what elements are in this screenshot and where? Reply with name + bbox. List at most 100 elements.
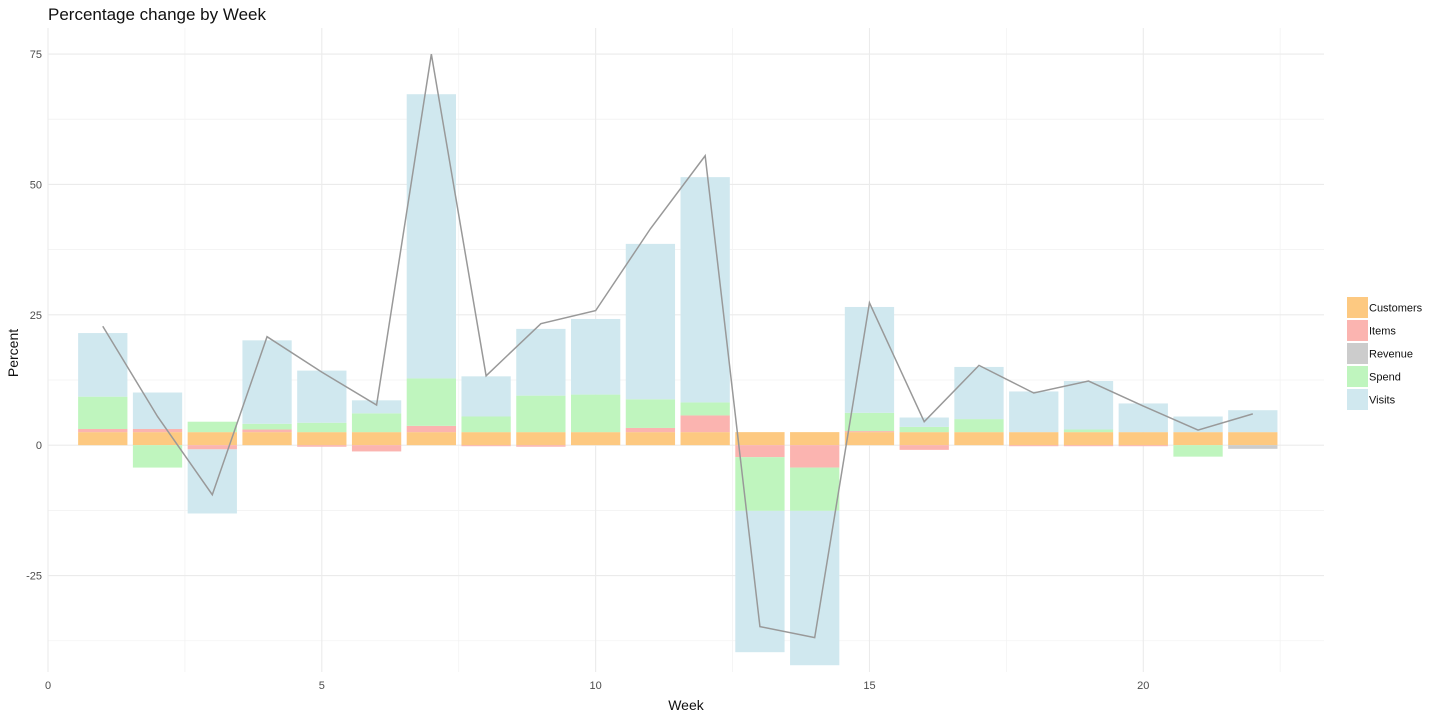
legend-label-customers: Customers bbox=[1369, 303, 1423, 315]
bar-items-week-3 bbox=[187, 445, 237, 450]
bar-customers-week-5 bbox=[297, 432, 347, 446]
bar-items-week-4 bbox=[242, 429, 292, 433]
bar-customers-week-15 bbox=[844, 432, 895, 446]
bar-items-week-7 bbox=[406, 425, 456, 433]
bar-customers-week-3 bbox=[187, 432, 237, 446]
bar-visits-week-2 bbox=[132, 392, 183, 430]
y-axis-title: Percent bbox=[5, 329, 21, 377]
legend-label-revenue: Revenue bbox=[1369, 349, 1413, 361]
bar-visits-week-12 bbox=[680, 177, 730, 403]
bar-visits-week-17 bbox=[954, 366, 1004, 420]
bar-customers-week-8 bbox=[461, 432, 511, 446]
bar-customers-week-20 bbox=[1118, 432, 1168, 446]
bar-customers-week-19 bbox=[1063, 432, 1114, 446]
bar-spend-week-7 bbox=[406, 378, 456, 426]
legend-label-items: Items bbox=[1369, 326, 1396, 338]
bar-spend-week-4 bbox=[242, 423, 292, 430]
bar-customers-week-21 bbox=[1173, 432, 1223, 446]
bar-visits-week-6 bbox=[351, 400, 402, 414]
bar-spend-week-9 bbox=[516, 395, 566, 433]
bar-visits-week-21 bbox=[1173, 416, 1223, 433]
bar-visits-week-7 bbox=[406, 94, 456, 379]
bar-items-week-19 bbox=[1063, 445, 1114, 447]
bar-items-week-1 bbox=[78, 429, 128, 433]
bar-customers-week-16 bbox=[899, 432, 949, 446]
bar-spend-week-10 bbox=[570, 394, 621, 433]
bar-visits-week-11 bbox=[625, 243, 676, 400]
x-tick-label: 0 bbox=[45, 680, 51, 692]
bar-spend-week-21 bbox=[1173, 445, 1223, 457]
bar-customers-week-17 bbox=[954, 432, 1004, 446]
bar-items-week-16 bbox=[899, 445, 949, 450]
legend: Customers Items Revenue Spend Visits bbox=[1347, 297, 1423, 410]
bar-items-week-13 bbox=[735, 445, 785, 458]
legend-key-revenue bbox=[1347, 343, 1368, 364]
line-series bbox=[102, 53, 1254, 639]
legend-key-customers bbox=[1347, 297, 1368, 318]
bar-spend-week-5 bbox=[297, 422, 347, 433]
bar-items-week-11 bbox=[625, 427, 676, 433]
bar-spend-week-12 bbox=[680, 402, 730, 416]
bar-items-week-5 bbox=[297, 445, 347, 447]
bar-spend-week-19 bbox=[1063, 429, 1114, 433]
axes: 0 5 10 15 20 -25 0 25 50 75 bbox=[26, 49, 1149, 692]
y-tick-label: 25 bbox=[30, 310, 42, 322]
legend-key-items bbox=[1347, 320, 1368, 341]
bar-revenue-week-22 bbox=[1228, 445, 1278, 449]
bar-visits-week-10 bbox=[570, 318, 621, 395]
bar-spend-week-11 bbox=[625, 399, 676, 428]
bar-visits-week-5 bbox=[297, 370, 347, 423]
bar-visits-week-18 bbox=[1009, 391, 1059, 433]
x-axis-ticks: 0 5 10 15 20 bbox=[45, 680, 1149, 692]
bar-spend-week-16 bbox=[899, 426, 949, 433]
bar-customers-week-9 bbox=[516, 432, 566, 446]
bar-spend-week-17 bbox=[954, 419, 1004, 433]
x-axis-title: Week bbox=[668, 697, 705, 713]
chart-title: Percentage change by Week bbox=[48, 5, 266, 24]
x-tick-label: 20 bbox=[1137, 680, 1149, 692]
bar-items-week-20 bbox=[1118, 445, 1168, 447]
bar-visits-week-13 bbox=[735, 510, 785, 653]
bar-customers-week-7 bbox=[406, 432, 456, 446]
x-tick-label: 10 bbox=[590, 680, 602, 692]
bar-items-week-18 bbox=[1009, 445, 1059, 447]
y-tick-label: -25 bbox=[26, 571, 42, 583]
bar-visits-week-4 bbox=[242, 340, 292, 424]
bar-visits-week-8 bbox=[461, 376, 511, 417]
bar-visits-week-15 bbox=[844, 306, 895, 413]
bar-spend-week-2 bbox=[132, 445, 183, 468]
x-tick-label: 5 bbox=[319, 680, 325, 692]
bar-visits-week-3 bbox=[187, 449, 237, 514]
total-line bbox=[102, 53, 1254, 639]
legend-label-visits: Visits bbox=[1369, 395, 1396, 407]
bar-customers-week-1 bbox=[78, 432, 128, 446]
x-tick-label: 15 bbox=[863, 680, 875, 692]
bar-items-week-6 bbox=[351, 445, 402, 452]
bar-customers-week-13 bbox=[735, 432, 785, 446]
bar-items-week-9 bbox=[516, 445, 566, 447]
bar-spend-week-15 bbox=[844, 412, 895, 432]
bar-customers-week-18 bbox=[1009, 432, 1059, 446]
bar-items-week-12 bbox=[680, 415, 730, 433]
y-tick-label: 0 bbox=[36, 440, 42, 452]
bar-customers-week-22 bbox=[1228, 432, 1278, 446]
bar-items-week-15 bbox=[844, 431, 895, 433]
bar-visits-week-9 bbox=[516, 328, 566, 396]
bar-customers-week-12 bbox=[680, 432, 730, 446]
bar-spend-week-1 bbox=[78, 396, 128, 430]
bar-spend-week-8 bbox=[461, 416, 511, 433]
bar-customers-week-2 bbox=[132, 432, 183, 446]
legend-key-spend bbox=[1347, 366, 1368, 387]
bar-items-week-8 bbox=[461, 445, 511, 447]
bar-spend-week-3 bbox=[187, 421, 237, 433]
bars bbox=[78, 94, 1278, 666]
y-tick-label: 50 bbox=[30, 179, 42, 191]
bar-customers-week-14 bbox=[790, 432, 840, 446]
bar-visits-week-20 bbox=[1118, 403, 1168, 433]
bar-visits-week-22 bbox=[1228, 410, 1278, 433]
bar-items-week-2 bbox=[132, 429, 183, 433]
bar-spend-week-6 bbox=[351, 413, 402, 433]
legend-key-visits bbox=[1347, 389, 1368, 410]
y-axis-ticks: -25 0 25 50 75 bbox=[26, 49, 42, 582]
